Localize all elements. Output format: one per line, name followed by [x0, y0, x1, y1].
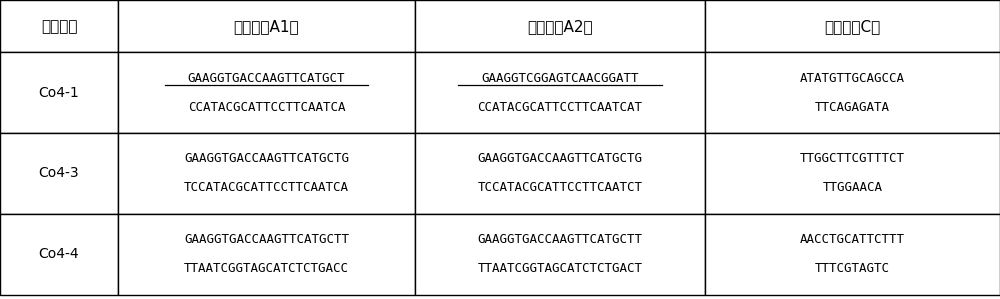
Text: TTCAGAGATA: TTCAGAGATA	[815, 101, 890, 114]
Polygon shape	[118, 214, 415, 295]
Text: TTGGCTTCGTTTCT: TTGGCTTCGTTTCT	[800, 152, 905, 165]
Polygon shape	[705, 133, 1000, 214]
Text: CCATACGCATTCCTTCAATCA: CCATACGCATTCCTTCAATCA	[188, 101, 345, 114]
Text: 前引物（A2）: 前引物（A2）	[527, 19, 593, 34]
Text: TTAATCGGTAGCATCTCTGACT: TTAATCGGTAGCATCTCTGACT	[477, 262, 642, 275]
Polygon shape	[0, 214, 118, 295]
Text: 前引物（A1）: 前引物（A1）	[234, 19, 299, 34]
Text: Co4-3: Co4-3	[39, 167, 79, 180]
Text: 后引物（C）: 后引物（C）	[824, 19, 881, 34]
Text: AACCTGCATTCTTT: AACCTGCATTCTTT	[800, 233, 905, 246]
Polygon shape	[0, 0, 118, 52]
Text: TTAATCGGTAGCATCTCTGACC: TTAATCGGTAGCATCTCTGACC	[184, 262, 349, 275]
Polygon shape	[118, 133, 415, 214]
Polygon shape	[0, 133, 118, 214]
Polygon shape	[0, 52, 118, 133]
Text: TTTCGTAGTC: TTTCGTAGTC	[815, 262, 890, 275]
Text: Co4-1: Co4-1	[39, 86, 79, 100]
Text: TCCATACGCATTCCTTCAATCA: TCCATACGCATTCCTTCAATCA	[184, 181, 349, 194]
Text: GAAGGTGACCAAGTTCATGCTT: GAAGGTGACCAAGTTCATGCTT	[184, 233, 349, 246]
Polygon shape	[705, 0, 1000, 52]
Polygon shape	[415, 214, 705, 295]
Text: Co4-4: Co4-4	[39, 247, 79, 261]
Polygon shape	[415, 52, 705, 133]
Text: 标记名称: 标记名称	[41, 19, 77, 34]
Polygon shape	[118, 0, 415, 52]
Polygon shape	[118, 52, 415, 133]
Polygon shape	[705, 214, 1000, 295]
Text: GAAGGTGACCAAGTTCATGCT: GAAGGTGACCAAGTTCATGCT	[188, 72, 345, 85]
Text: GAAGGTGACCAAGTTCATGCTG: GAAGGTGACCAAGTTCATGCTG	[477, 152, 642, 165]
Text: CCATACGCATTCCTTCAATCAT: CCATACGCATTCCTTCAATCAT	[477, 101, 642, 114]
Text: ATATGTTGCAGCCA: ATATGTTGCAGCCA	[800, 72, 905, 85]
Text: GAAGGTGACCAAGTTCATGCTG: GAAGGTGACCAAGTTCATGCTG	[184, 152, 349, 165]
Text: TTGGAACA: TTGGAACA	[822, 181, 883, 194]
Polygon shape	[415, 133, 705, 214]
Polygon shape	[415, 0, 705, 52]
Polygon shape	[705, 52, 1000, 133]
Text: GAAGGTCGGAGTCAACGGATT: GAAGGTCGGAGTCAACGGATT	[481, 72, 639, 85]
Text: GAAGGTGACCAAGTTCATGCTT: GAAGGTGACCAAGTTCATGCTT	[477, 233, 642, 246]
Text: TCCATACGCATTCCTTCAATCT: TCCATACGCATTCCTTCAATCT	[477, 181, 642, 194]
